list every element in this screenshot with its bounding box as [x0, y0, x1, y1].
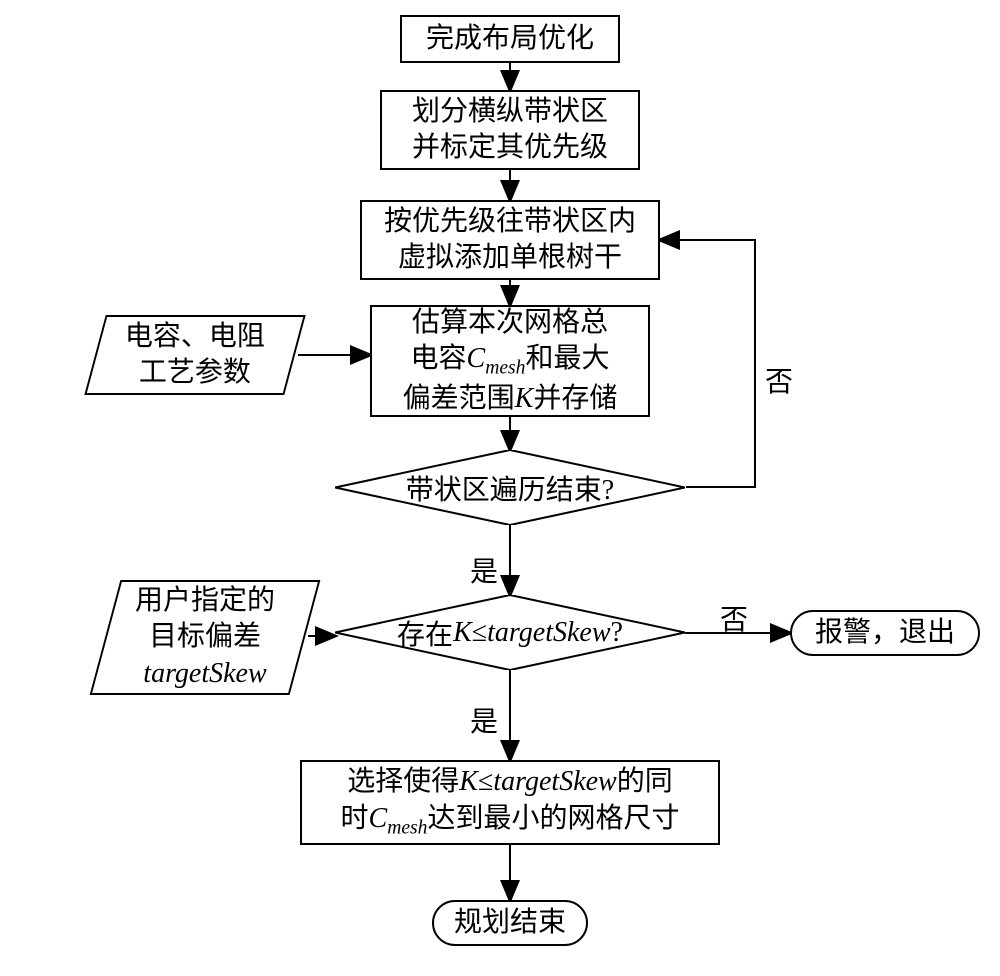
node-estimate-cmesh-k: 估算本次网格总电容Cmesh和最大偏差范围K并存储: [370, 305, 650, 417]
node-text: 用户指定的目标偏差targetSkew: [135, 583, 275, 692]
edge-label: 否: [765, 360, 793, 400]
node-layout-optimize: 完成布局优化: [400, 15, 620, 63]
node-text: 带状区遍历结束?: [335, 450, 685, 525]
node-text: 报警，退出: [815, 615, 955, 651]
node-alarm-exit: 报警，退出: [790, 610, 980, 656]
node-text: 估算本次网格总电容Cmesh和最大偏差范围K并存储: [403, 305, 618, 418]
node-text: 规划结束: [454, 905, 566, 941]
node-planning-end: 规划结束: [432, 900, 588, 946]
node-target-skew-input: 用户指定的目标偏差targetSkew: [90, 580, 321, 695]
node-text: 完成布局优化: [426, 21, 594, 57]
node-text: 选择使得K≤targetSkew的同时Cmesh达到最小的网格尺寸: [341, 764, 680, 840]
node-process-params: 电容、电阻工艺参数: [84, 315, 305, 395]
node-virtual-add-trunk: 按优先级往带状区内虚拟添加单根树干: [360, 200, 660, 280]
node-k-le-targetskew: 存在K≤targetSkew?: [335, 595, 685, 670]
node-band-divide: 划分横纵带状区并标定其优先级: [380, 90, 640, 170]
edge-label: 是: [470, 700, 498, 740]
edge-label: 是: [470, 550, 498, 590]
node-text: 存在K≤targetSkew?: [335, 595, 685, 670]
node-text: 按优先级往带状区内虚拟添加单根树干: [384, 204, 636, 277]
node-text: 划分横纵带状区并标定其优先级: [412, 94, 608, 167]
edge-label: 否: [720, 598, 748, 638]
node-text: 电容、电阻工艺参数: [125, 319, 265, 392]
node-band-loop-end: 带状区遍历结束?: [335, 450, 685, 525]
node-select-mesh-size: 选择使得K≤targetSkew的同时Cmesh达到最小的网格尺寸: [300, 760, 720, 845]
